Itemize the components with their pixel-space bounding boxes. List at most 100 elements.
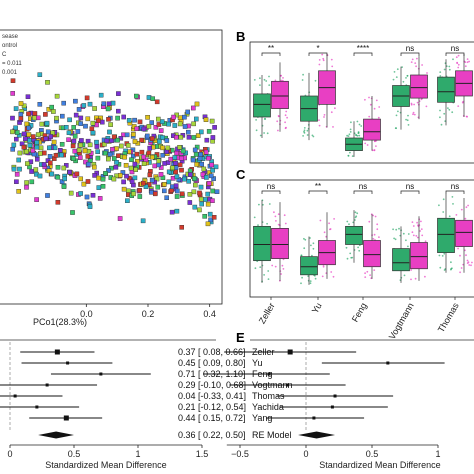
jitter-point [448, 215, 451, 218]
sample-point [37, 72, 43, 77]
jitter-point [285, 126, 287, 129]
sample-point [121, 179, 126, 185]
sample-point [84, 194, 90, 200]
sample-point [155, 116, 161, 122]
sample-point [195, 133, 201, 138]
sample-point [152, 191, 158, 197]
jitter-point [280, 273, 282, 275]
sample-point [10, 91, 16, 96]
jitter-point [254, 267, 257, 270]
jitter-point [376, 223, 379, 226]
sample-point [117, 216, 123, 221]
jitter-point [264, 118, 266, 120]
jitter-point [321, 53, 324, 56]
panel-e-forest-plot: EZellerYuFengVogtmannThomasYachidaYangRE… [203, 330, 474, 470]
sample-point [89, 126, 95, 131]
sample-point [87, 142, 93, 148]
sample-point [47, 154, 53, 159]
jitter-point [406, 119, 409, 122]
jitter-point [425, 105, 428, 108]
jitter-point [410, 61, 413, 63]
sample-point [210, 188, 216, 194]
significance-bracket [261, 52, 281, 56]
jitter-point [466, 61, 469, 64]
sample-point [35, 156, 40, 162]
jitter-point [321, 275, 324, 278]
sample-point [154, 99, 160, 105]
sample-point [114, 146, 119, 151]
significance-label: ** [315, 182, 321, 191]
sample-point [32, 111, 38, 116]
sample-point [106, 101, 112, 106]
x-tick-label: 0.4 [203, 309, 216, 319]
sample-point [21, 144, 27, 150]
sample-point [177, 121, 183, 127]
estimate-text: 0.37 [ 0.08, 0.66] [178, 347, 246, 357]
sample-point [123, 162, 129, 168]
jitter-point [410, 278, 412, 281]
jitter-point [419, 230, 421, 232]
sample-point [212, 125, 217, 130]
jitter-point [364, 272, 366, 275]
jitter-point [354, 219, 356, 221]
sample-point [190, 105, 196, 111]
sample-point [29, 169, 34, 174]
sample-point [125, 198, 130, 204]
jitter-point [375, 145, 377, 148]
sample-point [48, 160, 53, 166]
jitter-point [420, 220, 422, 223]
sample-point [125, 143, 131, 148]
sample-point [100, 183, 106, 189]
sample-point [185, 129, 191, 135]
sample-point [157, 139, 162, 144]
x-tick-label: 1 [135, 449, 140, 459]
jitter-point [457, 66, 460, 69]
sample-point [173, 160, 178, 166]
sample-point [140, 218, 146, 224]
jitter-point [301, 79, 304, 81]
point-estimate [54, 349, 60, 355]
jitter-point [283, 214, 286, 217]
sample-point [67, 117, 72, 123]
sample-point [191, 121, 196, 127]
sample-point [66, 130, 72, 136]
sample-point [13, 125, 18, 131]
jitter-point [282, 268, 285, 270]
sample-point [174, 194, 180, 199]
sample-point [139, 149, 145, 155]
jitter-point [253, 79, 256, 81]
jitter-point [350, 121, 352, 124]
jitter-point [318, 59, 321, 61]
sample-point [179, 167, 184, 173]
sample-point [95, 155, 101, 161]
sample-point [181, 176, 187, 182]
jitter-point [259, 266, 262, 268]
jitter-point [333, 218, 335, 220]
jitter-point [420, 228, 423, 231]
sample-point [90, 120, 96, 126]
sample-point [86, 161, 91, 167]
jitter-point [392, 228, 394, 231]
jitter-point [448, 68, 451, 71]
sample-point [121, 114, 126, 120]
sample-point [169, 209, 175, 215]
sample-point [134, 151, 140, 157]
sample-point [94, 139, 99, 145]
sample-point [58, 147, 63, 153]
sample-point [81, 181, 87, 187]
sample-point [141, 126, 147, 132]
sample-point [81, 103, 87, 108]
jitter-point [442, 198, 445, 201]
sample-point [96, 118, 101, 123]
jitter-point [366, 144, 369, 146]
sample-point [208, 217, 213, 223]
jitter-point [277, 129, 279, 132]
jitter-point [398, 227, 400, 230]
sample-point [71, 125, 76, 130]
jitter-point [439, 71, 442, 73]
sample-point [61, 100, 66, 106]
sample-point [26, 132, 32, 137]
jitter-point [322, 265, 325, 268]
sample-point [108, 122, 113, 127]
jitter-point [440, 123, 443, 126]
